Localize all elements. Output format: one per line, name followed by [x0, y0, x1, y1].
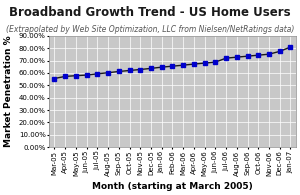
Text: Broadband Growth Trend - US Home Users: Broadband Growth Trend - US Home Users	[9, 6, 291, 19]
Y-axis label: Market Penetration %: Market Penetration %	[4, 36, 13, 147]
X-axis label: Month (starting at March 2005): Month (starting at March 2005)	[92, 182, 253, 191]
Text: (Extrapolated by Web Site Optimization, LLC from Nielsen/NetRatings data): (Extrapolated by Web Site Optimization, …	[6, 25, 294, 34]
